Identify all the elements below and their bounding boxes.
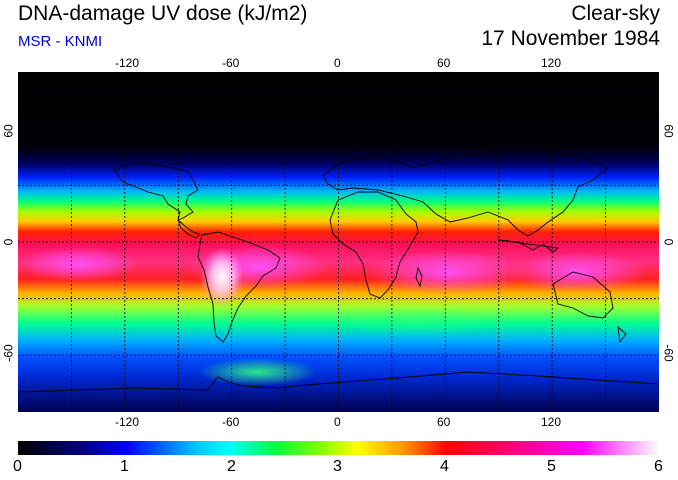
uv-dose-map: [18, 72, 659, 412]
lat-tick-left: -60: [1, 344, 16, 362]
lon-tick-bottom: -60: [222, 415, 240, 429]
source-label: MSR - KNMI: [18, 33, 103, 50]
colorbar-tick: 6: [654, 458, 663, 475]
colorbar-tick: 3: [333, 458, 342, 475]
lat-tick-right: 0: [661, 238, 676, 246]
lon-tick-bottom: -120: [115, 415, 140, 429]
lat-tick-left: 0: [1, 238, 16, 246]
title: DNA-damage UV dose (kJ/m2): [18, 2, 308, 25]
date-label: 17 November 1984: [481, 27, 660, 50]
lon-tick-top: -120: [115, 56, 140, 70]
colorbar: [18, 441, 659, 455]
condition-label: Clear-sky: [571, 2, 660, 25]
colorbar-tick: 4: [440, 458, 449, 475]
lat-tick-left: 60: [1, 124, 16, 138]
lon-tick-top: -60: [222, 56, 240, 70]
lon-tick-top: 0: [334, 56, 341, 70]
lon-tick-top: 120: [541, 56, 562, 70]
lat-tick-right: 60: [661, 124, 676, 138]
colorbar-tick: 0: [13, 458, 22, 475]
colorbar-tick: 5: [547, 458, 556, 475]
colorbar-tick: 2: [227, 458, 236, 475]
lon-tick-top: 60: [437, 56, 451, 70]
lon-tick-bottom: 120: [541, 415, 562, 429]
lon-tick-bottom: 60: [437, 415, 451, 429]
colorbar-tick: 1: [120, 458, 129, 475]
lat-tick-right: -60: [661, 344, 676, 362]
lon-tick-bottom: 0: [334, 415, 341, 429]
